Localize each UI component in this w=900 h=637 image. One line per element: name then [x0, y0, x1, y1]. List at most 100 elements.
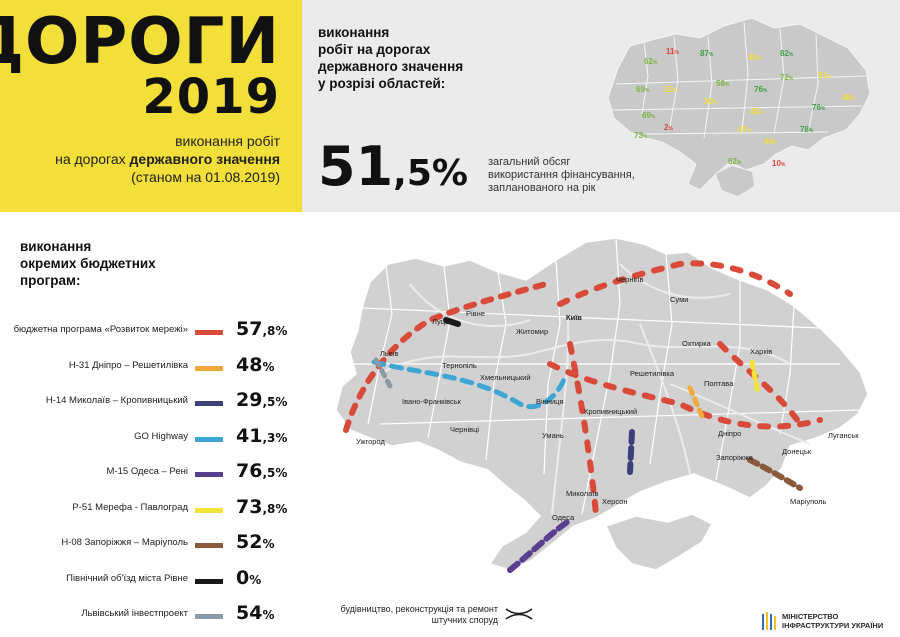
- region-value: 10%: [772, 159, 786, 168]
- program-legend-row: бюджетна програма «Розвиток мережі» 57,8%: [0, 318, 300, 344]
- program-label: GO Highway: [134, 430, 188, 442]
- region-value: 51%: [818, 71, 832, 80]
- city-label: Ужгород: [356, 437, 385, 446]
- program-legend-row: Львівський інвестпроект 54%: [0, 602, 300, 628]
- city-label: Херсон: [602, 497, 628, 506]
- summary-heading: виконання робіт на дорогах державного зн…: [318, 25, 464, 91]
- segment-r51: [749, 359, 761, 397]
- city-label: Маріуполь: [790, 497, 827, 506]
- region-value: 30%: [704, 97, 718, 106]
- regions-map-shape: [607, 17, 871, 191]
- city-label: Одеса: [552, 513, 575, 522]
- segment-lviv: [373, 357, 393, 389]
- ministry-logo: Міністерство інфраструктури України: [762, 610, 892, 632]
- region-value: 44%: [764, 137, 778, 146]
- region-value: 82%: [780, 49, 794, 58]
- program-color-swatch: [195, 401, 223, 406]
- region-value: 40%: [748, 53, 762, 62]
- city-label: Донецьк: [782, 447, 812, 456]
- program-color-swatch: [195, 436, 223, 442]
- region-value: 45%: [750, 107, 764, 116]
- city-labels-layer: Київ Чернігів Суми Луцьк Рівне Житомир Охтирка…: [356, 275, 859, 522]
- region-value: 62%: [644, 57, 658, 66]
- program-color-swatch: [195, 578, 223, 584]
- ukraine-road-map: Київ Чернігів Суми Луцьк Рівне Житомир Охтирка…: [335, 237, 869, 573]
- program-legend-row: Північний об'їзд міста Рівне 0%: [0, 567, 300, 593]
- program-label: бюджетна програма «Розвиток мережі»: [13, 324, 188, 335]
- program-label: Н-31 Дніпро – Решетилівка: [68, 359, 188, 371]
- program-label: Н-14 Миколаїв – Кропивницький: [45, 395, 188, 406]
- segment-m15: [507, 517, 573, 573]
- ukraine-map-shape: [335, 237, 869, 571]
- region-value: 48%: [842, 93, 856, 102]
- program-legend-row: Н-08 Запоріжжя – Маріуполь 52%: [0, 531, 300, 557]
- bridge-icon: [505, 608, 533, 620]
- program-color-swatch: [195, 365, 223, 371]
- program-percent: 48%: [236, 353, 275, 376]
- hero-subtitle: виконання робіт на дорогах державного зн…: [55, 133, 280, 185]
- segment-n31: [687, 385, 705, 419]
- region-values-layer: 62% 11% 87% 40% 82% 69% 53% 58% 76% 72% 51% 30% 76% 4…: [634, 47, 856, 168]
- hero-panel: ДОРОГИ 2019 виконання робіт на дорогах д…: [0, 0, 302, 212]
- city-label: Запоріжжя: [716, 453, 753, 462]
- city-label: Тернопіль: [442, 361, 477, 370]
- program-color-swatch: [195, 472, 223, 477]
- hero-title: ДОРОГИ: [0, 5, 280, 79]
- region-value: 58%: [716, 79, 730, 88]
- city-label: Житомир: [516, 327, 548, 336]
- city-label: Київ: [566, 313, 582, 322]
- program-color-swatch: [195, 507, 223, 513]
- program-label: М-15 Одеса – Рені: [106, 466, 188, 477]
- hero-year: 2019: [142, 69, 280, 125]
- region-value: 72%: [780, 73, 794, 82]
- segment-network-3: [547, 361, 823, 430]
- ministry-emblem-icon: [762, 612, 776, 630]
- city-label: Полтава: [704, 379, 734, 388]
- region-value: 69%: [642, 111, 656, 120]
- program-percent: 54%: [236, 602, 275, 624]
- region-value: 73%: [634, 131, 648, 140]
- city-label: Охтирка: [682, 339, 712, 348]
- program-label: Львівський інвестпроект: [81, 608, 188, 619]
- city-label: Луганськ: [828, 431, 859, 440]
- region-value: 11%: [666, 47, 679, 56]
- crimea-main-shape: [604, 513, 714, 571]
- program-percent: 41,3%: [236, 424, 288, 447]
- city-label: Кропивницький: [584, 407, 637, 416]
- city-label: Миколаїв: [566, 489, 598, 498]
- program-percent: 52%: [236, 531, 275, 553]
- segment-network-4: [567, 341, 599, 517]
- city-label: Дніпро: [718, 429, 741, 438]
- structures-legend: будівництво, реконструкція та ремонт шту…: [330, 602, 540, 632]
- city-label: Суми: [670, 295, 688, 304]
- program-percent: 57,8%: [236, 318, 288, 340]
- region-value: 53%: [664, 85, 678, 94]
- program-legend-row: М-15 Одеса – Рені 76,5%: [0, 460, 300, 486]
- city-label: Рівне: [466, 309, 485, 318]
- city-label: Чернігів: [616, 275, 644, 284]
- segment-network-2: [557, 260, 793, 307]
- program-color-swatch: [195, 614, 223, 619]
- program-percent: 0%: [236, 566, 262, 589]
- crimea-shape: [716, 166, 754, 196]
- program-legend-row: Н-14 Миколаїв – Кропивницький 29,5%: [0, 389, 300, 415]
- region-value: 76%: [754, 85, 768, 94]
- city-label: Решетилівка: [630, 369, 675, 378]
- segment-network-5: [717, 341, 803, 427]
- total-percent: 51,5%: [318, 135, 468, 198]
- region-value: 69%: [636, 85, 650, 94]
- program-label: Р-51 Мерефа - Павлоград: [72, 501, 188, 513]
- program-legend-row: Р-51 Мерефа - Павлоград 73,8%: [0, 496, 300, 522]
- region-value: 76%: [812, 103, 826, 112]
- program-percent: 73,8%: [236, 495, 288, 518]
- segment-go-highway: [371, 359, 569, 410]
- segment-network-1: [343, 281, 549, 433]
- program-percent: 76,5%: [236, 460, 288, 482]
- city-label: Харків: [750, 347, 772, 356]
- region-value: 87%: [700, 49, 714, 58]
- city-label: Львів: [380, 349, 398, 358]
- program-label: Н-08 Запоріжжя – Маріуполь: [61, 537, 188, 548]
- program-color-swatch: [195, 330, 223, 335]
- program-legend-row: Н-31 Дніпро – Решетилівка 48%: [0, 354, 300, 380]
- city-label: Чернівці: [450, 425, 479, 434]
